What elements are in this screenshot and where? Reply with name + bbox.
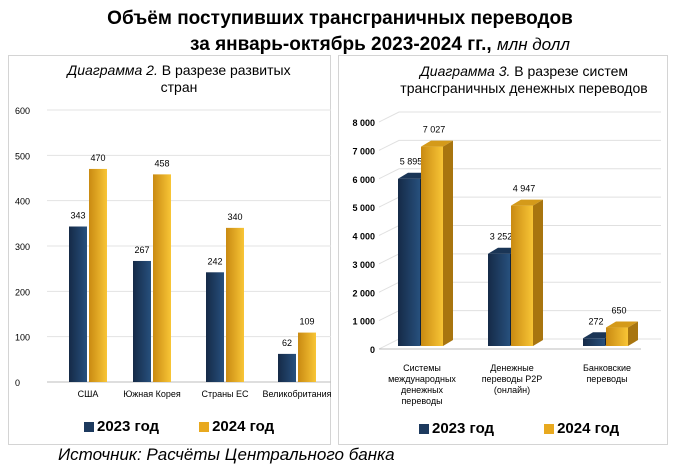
legend-swatch-2024 <box>544 423 555 434</box>
y-tick-label: 8 000 <box>352 118 375 128</box>
x-tick-label: переводы P2P <box>482 374 543 384</box>
bar-side-2024 <box>628 321 638 346</box>
chart-panel-systems: Диаграмма 3. В разрезе систем трансграни… <box>338 55 668 445</box>
y-tick-label: 300 <box>15 242 30 252</box>
bar-2023 <box>133 260 151 382</box>
x-tick-label: денежных <box>401 385 444 395</box>
gridline <box>378 111 661 123</box>
bar-2024 <box>226 227 244 382</box>
bar-2023 <box>583 338 605 346</box>
y-tick-label: 1 000 <box>352 317 375 327</box>
data-label: 242 <box>207 256 222 266</box>
x-tick-label: Южная Корея <box>123 389 181 399</box>
bar-2024 <box>298 332 316 382</box>
bar-2024 <box>421 146 443 346</box>
chart3-title-number: Диаграмма 3. <box>419 63 511 79</box>
data-label: 109 <box>299 317 314 327</box>
bar-2023 <box>488 253 510 346</box>
gridline <box>378 168 661 180</box>
y-tick-label: 400 <box>15 197 30 207</box>
source-note: Источник: Расчёты Центрального банка <box>58 445 395 464</box>
bar-top-2024 <box>421 140 453 147</box>
x-tick-label: Системы <box>403 363 441 373</box>
bar-top-2024 <box>606 321 638 328</box>
legend-swatch-2023 <box>84 421 94 432</box>
x-tick-label: международных <box>388 374 456 384</box>
legend-label-2023: 2023 год <box>97 418 160 435</box>
y-tick-label: 0 <box>15 378 20 388</box>
chart3-title-text: В разрезе систем трансграничных денежных… <box>400 63 648 96</box>
data-label: 7 027 <box>423 125 446 135</box>
y-tick-label: 4 000 <box>352 232 375 242</box>
bar-top-2024 <box>511 199 543 206</box>
bar-side-2024 <box>533 199 543 346</box>
y-tick-label: 5 000 <box>352 203 375 213</box>
data-label: 650 <box>611 306 626 316</box>
bar-2023 <box>206 272 224 382</box>
title-line2: за январь-октябрь 2023-2024 гг., <box>190 34 492 55</box>
data-label: 343 <box>70 211 85 221</box>
data-label: 272 <box>588 316 603 326</box>
legend-swatch-2023 <box>419 423 429 434</box>
data-label: 5 895 <box>400 157 423 167</box>
data-label: 62 <box>282 338 292 348</box>
chart2-title: Диаграмма 2. В разрезе развитых стран <box>49 62 309 96</box>
y-tick-label: 3 000 <box>352 260 375 270</box>
x-tick-label: переводы <box>586 374 627 384</box>
bar-2023 <box>398 178 420 346</box>
data-label: 4 947 <box>513 184 536 194</box>
legend-label-2024: 2024 год <box>212 418 275 435</box>
y-tick-label: 6 000 <box>352 175 375 185</box>
bar-2024 <box>153 174 171 382</box>
gridline <box>378 139 661 151</box>
y-tick-label: 2 000 <box>352 288 375 298</box>
legend-label-2024: 2024 год <box>557 420 620 437</box>
chart2-legend: 2023 год 2024 год <box>84 418 274 435</box>
x-tick-label: Страны ЕС <box>201 389 249 399</box>
x-tick-label: Денежные <box>490 363 533 373</box>
y-tick-label: 200 <box>15 287 30 297</box>
page-title: Объём поступивших трансграничных перевод… <box>0 8 680 30</box>
data-label: 470 <box>90 153 105 163</box>
y-tick-label: 600 <box>15 106 30 116</box>
chart-panel-countries: Диаграмма 2. В разрезе развитых стран 0 1… <box>8 55 332 445</box>
bar-side-2024 <box>443 140 453 346</box>
data-label: 458 <box>154 158 169 168</box>
bar-2023 <box>69 226 87 382</box>
title-line1: Объём поступивших трансграничных перевод… <box>107 8 573 29</box>
chart3-legend: 2023 год 2024 год <box>419 420 619 437</box>
y-tick-label: 7 000 <box>352 146 375 156</box>
data-label: 340 <box>227 212 242 222</box>
x-tick-label: США <box>78 389 99 399</box>
x-tick-label: (онлайн) <box>494 385 530 395</box>
x-tick-label: переводы <box>401 396 442 406</box>
bar-2024 <box>511 205 533 346</box>
y-tick-label: 100 <box>15 333 30 343</box>
legend-swatch-2024 <box>199 421 210 432</box>
y-tick-label: 500 <box>15 151 30 161</box>
chart2-svg: 0 100 200 300 400 500 600 343 470 США 267 458 Южная … <box>15 106 332 399</box>
data-label: 267 <box>134 245 149 255</box>
data-label: 3 252 <box>490 232 513 242</box>
bar-2024 <box>89 168 107 382</box>
bar-2024 <box>606 327 628 346</box>
chart3-title: Диаграмма 3. В разрезе систем трансграни… <box>389 63 659 97</box>
bar-2023 <box>278 353 296 382</box>
page-subtitle: за январь-октябрь 2023-2024 гг., млн дол… <box>0 34 680 56</box>
chart3-svg: 0 1 000 2 000 3 000 4 000 5 000 6 000 7 000 8 00… <box>352 111 661 406</box>
y-tick-label: 0 <box>370 345 375 355</box>
x-tick-label: Великобритания <box>262 389 331 399</box>
x-tick-label: Банковские <box>583 363 631 373</box>
chart2-title-number: Диаграмма 2. <box>67 62 158 78</box>
title-unit: млн долл <box>496 35 570 54</box>
chart2-title-text: В разрезе развитых стран <box>160 62 291 95</box>
legend-label-2023: 2023 год <box>432 420 495 437</box>
